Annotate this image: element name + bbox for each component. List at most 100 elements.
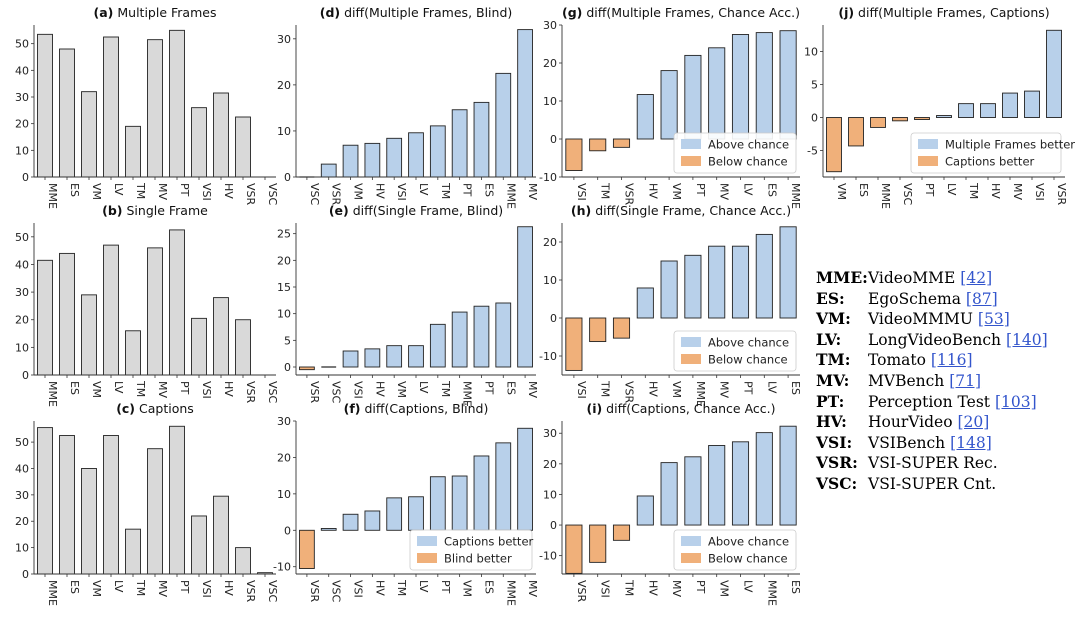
x-tick-label: TM (439, 380, 452, 397)
citation-link[interactable]: [140] (1005, 330, 1048, 349)
bar-MME (37, 33, 53, 178)
citation-link[interactable]: [42] (960, 269, 993, 287)
abbreviation-row: VSC: VSI-SUPER Cnt. (816, 474, 1048, 495)
bar-PT (169, 229, 185, 376)
y-tick-label: 40 (15, 64, 29, 77)
x-tick-label: PT (178, 183, 191, 197)
x-tick-label: TM (134, 380, 147, 397)
y-tick-label: 0 (550, 519, 557, 532)
x-tick-label: VSI (1033, 183, 1046, 201)
y-tick-label: 10 (15, 341, 29, 354)
bar-MV (660, 462, 678, 526)
x-tick-label: HV (989, 183, 1002, 199)
legend-box (673, 330, 797, 372)
citation-link[interactable]: [53] (977, 310, 1010, 329)
legend-swatch (681, 337, 701, 347)
bar-VSR (299, 366, 315, 371)
benchmark-name: Tomato (868, 351, 931, 370)
x-tick-label: VSR (1055, 183, 1068, 206)
abbreviation-key: MME: (816, 268, 868, 287)
abbreviation-row: MV: MVBench [71] (816, 371, 1048, 392)
y-tick-label: 0 (22, 568, 29, 581)
benchmark-name: VideoMME (868, 269, 961, 287)
citation-link[interactable]: [87] (965, 289, 998, 308)
x-tick-label: LV (112, 580, 125, 593)
x-tick-label: VSR (308, 580, 321, 603)
citation-link[interactable]: [103] (994, 392, 1037, 411)
y-tick-label: -10 (539, 350, 557, 363)
x-tick-label: VSR (623, 183, 636, 206)
x-tick-label: VSI (352, 381, 365, 399)
chart-title: (e) diff(Single Frame, Blind) (329, 203, 503, 218)
chart-i: (i) diff(Captions, Chance Acc.) -10 0 10 20 3… (539, 401, 802, 606)
bar-TM (612, 524, 631, 541)
chart-title: (d) diff(Multiple Frames, Blind) (320, 5, 513, 20)
legend-entry: Above chance (708, 535, 789, 549)
x-tick-label: TM (134, 182, 147, 199)
abbreviation-row: PT: Perception Test [103] (816, 392, 1048, 413)
x-tick-label: ES (857, 183, 870, 197)
x-tick-label: LV (742, 580, 755, 593)
bar-VSC (892, 117, 908, 122)
abbreviation-row: TM: Tomato [116] (816, 350, 1048, 371)
abbreviation-key: ES: (816, 288, 845, 308)
bar-HV (364, 510, 381, 531)
y-tick-label: -10 (273, 561, 291, 574)
y-tick-label: -10 (539, 550, 557, 563)
x-tick-label: LV (417, 183, 430, 196)
bar-MME (779, 30, 797, 140)
y-tick-label: 50 (15, 38, 29, 51)
y-tick-label: 30 (543, 427, 557, 440)
chart-title-label: (g) (562, 5, 582, 20)
bar-LV (936, 115, 952, 118)
y-tick-label: 40 (15, 462, 29, 475)
legend-swatch (918, 156, 938, 166)
bar-VM (386, 345, 403, 368)
bar-PT (684, 456, 702, 526)
y-tick-label: 5 (811, 78, 818, 91)
y-tick-label: 10 (543, 95, 557, 108)
x-tick-label: ES (68, 580, 81, 594)
benchmark-name: LongVideoBench (868, 330, 1006, 349)
y-tick-label: 50 (15, 231, 29, 244)
x-tick-label: HV (373, 183, 386, 199)
chart-d: (d) diff(Multiple Frames, Blind) 0 10 20 30 V… (277, 5, 539, 209)
x-tick-label: ES (68, 183, 81, 197)
bar-HV (636, 495, 654, 526)
bar-MME (37, 259, 53, 376)
chart-legend: Captions better Blind better (409, 529, 534, 571)
bar-VSC (320, 528, 337, 531)
abbreviation-row: VSI: VSIBench [148] (816, 433, 1048, 454)
citation-link[interactable]: [148] (950, 433, 992, 452)
bar-MME (755, 432, 773, 526)
x-tick-label: PT (694, 580, 707, 594)
bar-VSR (299, 529, 315, 569)
x-tick-label: ES (482, 580, 495, 594)
x-tick-label: TM (623, 579, 636, 596)
x-tick-label: VSR (575, 580, 588, 603)
x-tick-label: MME (789, 183, 802, 209)
abbreviation-key: TM: (816, 350, 851, 370)
x-tick-label: VSC (266, 580, 279, 603)
citation-link[interactable]: [20] (957, 413, 990, 432)
x-tick-label: MME (765, 580, 778, 606)
y-tick-label: 15 (277, 281, 291, 294)
citation-link[interactable]: [71] (949, 371, 982, 390)
x-tick-label: HV (373, 580, 386, 596)
abbreviation-legend: MME:VideoMME [42] ES: EgoSchema [87] VM: Vid… (816, 268, 1048, 495)
citation-link[interactable]: [116] (930, 351, 973, 370)
x-tick-label: VSI (352, 580, 365, 598)
bar-LV (103, 36, 119, 178)
x-tick-label: VSC (330, 381, 343, 404)
x-tick-label: PT (178, 580, 191, 594)
abbreviation-key: VSI: (816, 432, 853, 452)
chart-title-label: (f) (344, 401, 361, 416)
x-tick-label: MV (718, 381, 731, 398)
chart-title: (b) Single Frame (102, 203, 208, 218)
chart-title-text: diff(Captions, Blind) (361, 401, 489, 416)
chart-f: (f) diff(Captions, Blind) -10 0 10 20 30 VSR VS… (273, 401, 539, 606)
bar-ES (473, 455, 490, 531)
y-tick-label: 20 (543, 57, 557, 70)
abbreviation-key: MV: (816, 370, 850, 390)
